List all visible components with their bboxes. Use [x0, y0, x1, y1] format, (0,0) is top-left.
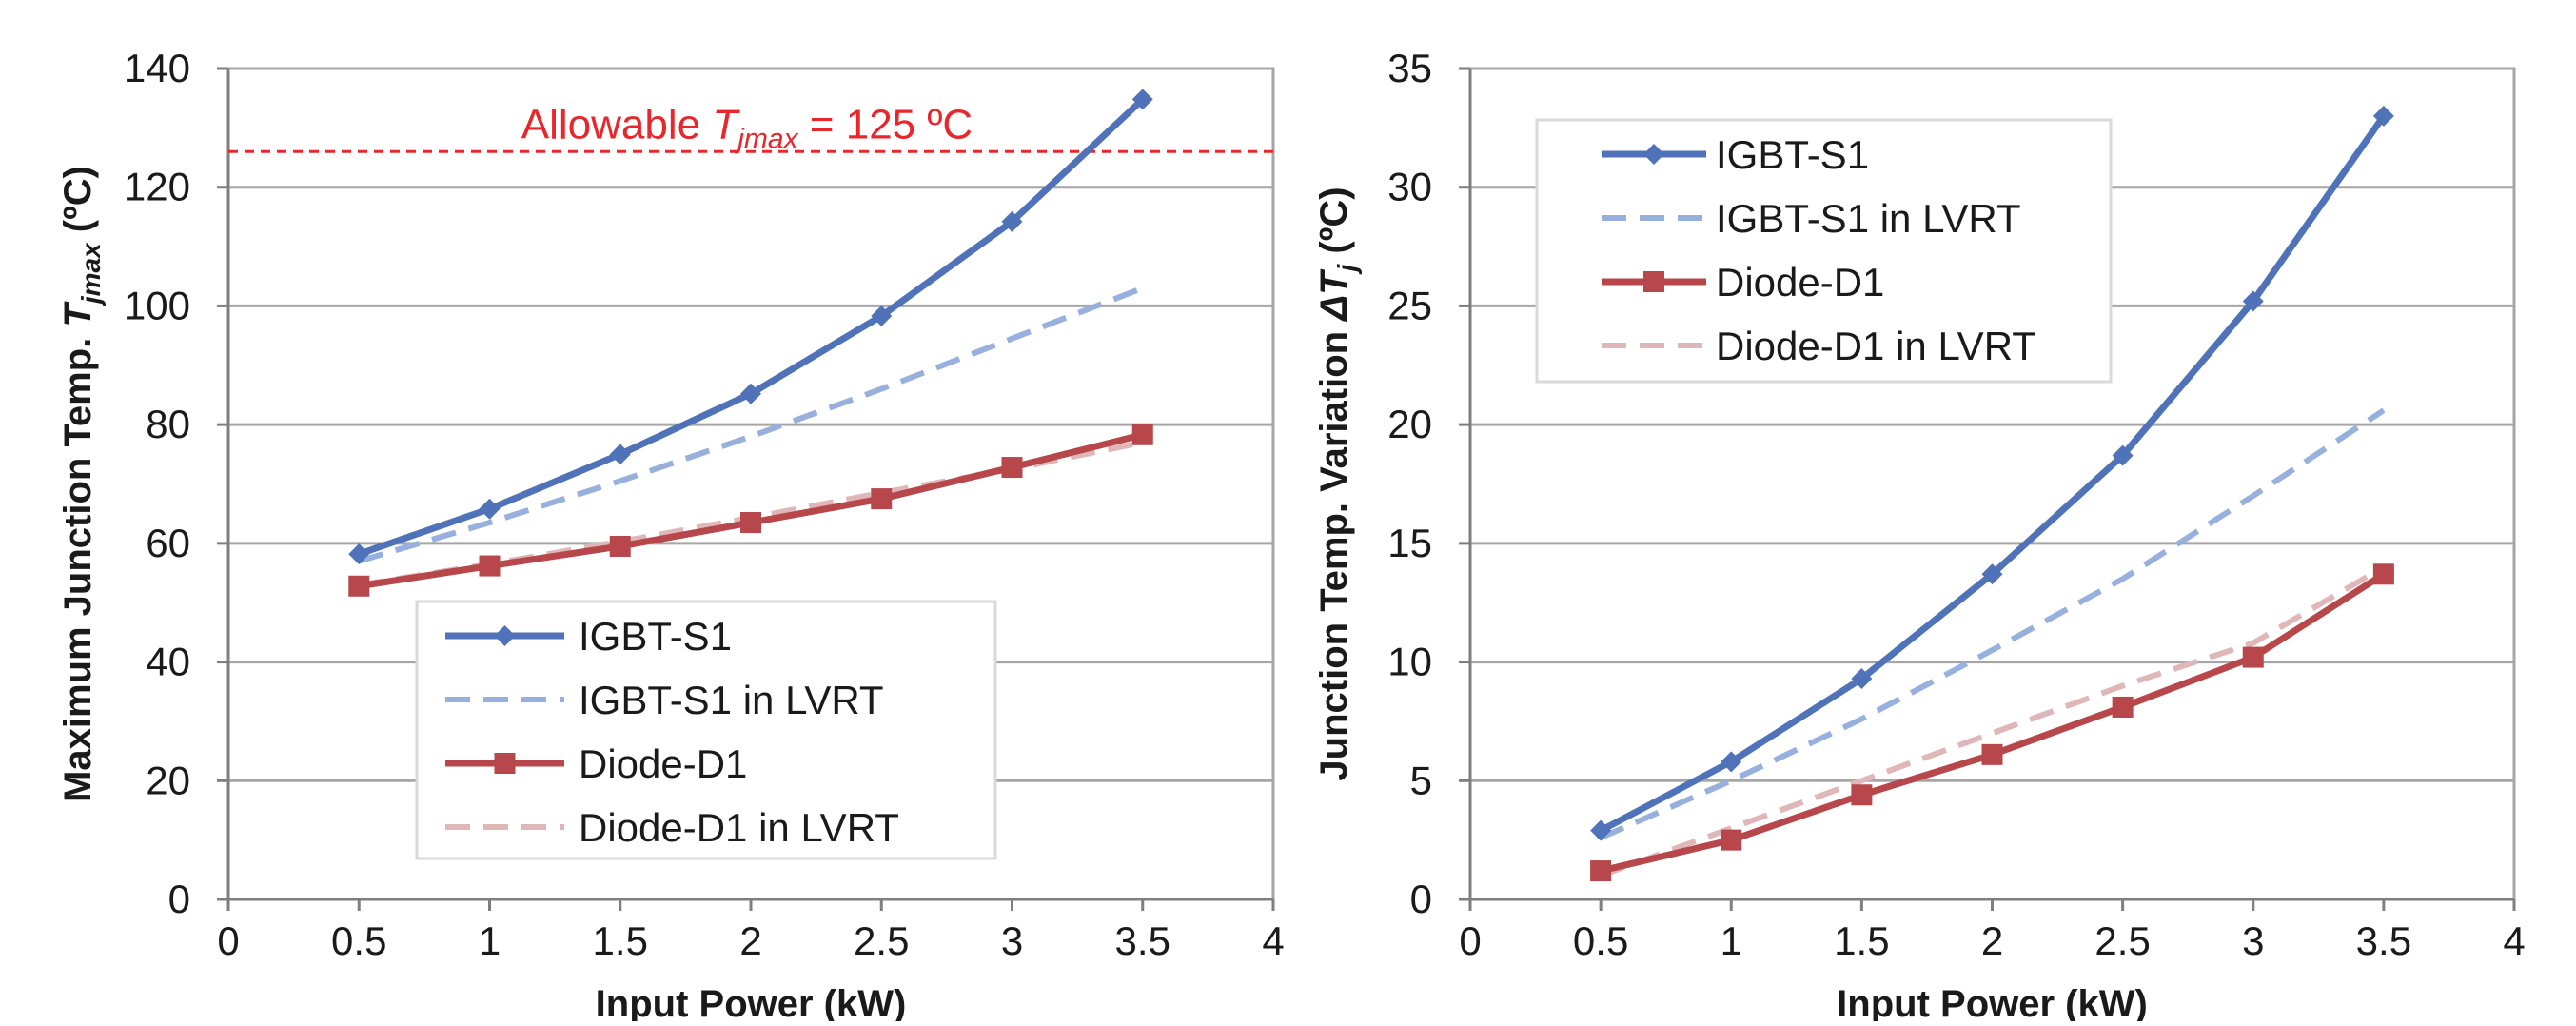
- x-tick-label: 2.5: [2094, 918, 2150, 963]
- legend-label: IGBT-S1 in LVRT: [579, 678, 884, 722]
- y-tick-label: 0: [168, 877, 190, 921]
- data-point: [479, 498, 501, 520]
- series-line-igbt-s1-in-lvrt: [358, 285, 1144, 564]
- x-tick-label: 3.5: [2356, 918, 2411, 963]
- legend-label: Diode-D1: [579, 741, 747, 786]
- x-tick-label: 1: [1721, 918, 1742, 963]
- y-tick-label: 30: [1387, 165, 1432, 209]
- data-point: [609, 444, 631, 465]
- legend: IGBT-S1 IGBT-S1 in LVRT Diode-D1 Diode-D1 i…: [1535, 118, 2113, 384]
- data-point: [479, 555, 501, 577]
- chart-1: 0 0.5 1 1.5 2 2.5 3 3.5 4020406080100120140Input…: [57, 46, 1285, 1025]
- y-axis-title: Junction Temp. Variation ΔTj (ºC): [1313, 187, 1362, 780]
- data-point: [2372, 563, 2394, 585]
- data-point: [1131, 424, 1153, 445]
- data-point: [740, 512, 761, 534]
- data-point: [1851, 784, 1873, 806]
- data-point: [348, 543, 370, 565]
- legend-label: IGBT-S1 in LVRT: [1716, 196, 2021, 241]
- x-tick-label: 4: [2503, 918, 2525, 963]
- y-tick-label: 120: [124, 165, 190, 209]
- data-point: [2372, 105, 2394, 127]
- x-tick-label: 0: [1459, 918, 1481, 963]
- legend: IGBT-S1 IGBT-S1 in LVRT Diode-D1 Diode-D1 i…: [415, 600, 997, 860]
- x-tick-label: 1.5: [1834, 918, 1889, 963]
- x-tick-label: 4: [1262, 918, 1284, 963]
- x-tick-label: 3: [1001, 918, 1023, 963]
- y-tick-label: 80: [146, 402, 190, 446]
- data-point: [1981, 743, 2003, 765]
- allowable-limit-label: Allowable Tjmax = 125 ºC: [521, 101, 973, 154]
- data-point: [871, 488, 893, 510]
- y-tick-label: 15: [1387, 521, 1432, 565]
- legend-label: IGBT-S1: [579, 614, 732, 659]
- y-tick-label: 40: [146, 640, 190, 684]
- y-tick-label: 100: [124, 283, 190, 327]
- data-point: [2242, 290, 2264, 312]
- y-tick-label: 20: [1387, 402, 1432, 446]
- data-point: [1590, 860, 1612, 882]
- series-line-diode-d1: [1600, 571, 2386, 875]
- x-tick-label: 1: [479, 918, 501, 963]
- data-point: [740, 383, 761, 404]
- y-tick-label: 20: [146, 758, 190, 802]
- series-line-diode-d1-in-lvrt: [1600, 564, 2386, 878]
- data-point: [1001, 210, 1023, 232]
- data-point: [1001, 457, 1023, 479]
- x-tick-label: 3.5: [1115, 918, 1170, 963]
- y-tick-label: 0: [1410, 877, 1432, 921]
- legend-marker: [1643, 144, 1664, 165]
- x-tick-label: 1.5: [593, 918, 648, 963]
- y-tick-label: 140: [124, 46, 190, 90]
- data-point: [1131, 89, 1153, 110]
- series-line-igbt-s1: [358, 96, 1146, 558]
- x-tick-label: 0.5: [1573, 918, 1628, 963]
- data-point: [871, 306, 893, 327]
- legend-label: Diode-D1: [1716, 260, 1884, 305]
- series-line-igbt-s1-in-lvrt: [1599, 407, 2386, 840]
- legend-box: [415, 600, 997, 860]
- data-point: [1590, 819, 1612, 841]
- y-tick-label: 25: [1387, 283, 1432, 327]
- x-tick-label: 2: [739, 918, 761, 963]
- y-tick-label: 35: [1387, 46, 1432, 90]
- data-point: [2112, 444, 2134, 466]
- data-point: [1981, 563, 2003, 585]
- legend-marker: [494, 625, 516, 646]
- data-point: [2112, 696, 2134, 718]
- y-tick-label: 10: [1387, 640, 1432, 684]
- x-tick-label: 0: [217, 918, 239, 963]
- y-tick-label: 60: [146, 521, 190, 565]
- x-axis-title: Input Power (kW): [1837, 983, 2148, 1021]
- legend-label: IGBT-S1: [1716, 132, 1869, 177]
- x-tick-label: 2: [1981, 918, 2003, 963]
- legend-marker: [1643, 271, 1664, 292]
- data-point: [1721, 751, 1742, 773]
- x-tick-label: 0.5: [331, 918, 386, 963]
- y-tick-label: 5: [1410, 758, 1432, 802]
- data-point: [348, 575, 370, 597]
- legend-label: Diode-D1 in LVRT: [579, 805, 899, 850]
- data-point: [1851, 668, 1873, 690]
- legend-label: Diode-D1 in LVRT: [1716, 324, 2036, 368]
- chart-2: 0 0.5 1 1.5 2 2.5 3 3.5 4 0 5 10 15 20 25 30 35 Input Pow…: [1313, 46, 2526, 1025]
- y-axis-title: Maximum Junction Temp. Tjmax (ºC): [57, 166, 106, 802]
- x-tick-label: 3: [2242, 918, 2264, 963]
- data-point: [1721, 829, 1742, 851]
- data-point: [609, 535, 631, 557]
- x-tick-label: 2.5: [854, 918, 909, 963]
- legend-marker: [494, 753, 516, 774]
- x-axis-title: Input Power (kW): [596, 983, 907, 1021]
- legend-box: [1535, 118, 2113, 384]
- data-point: [2242, 646, 2264, 668]
